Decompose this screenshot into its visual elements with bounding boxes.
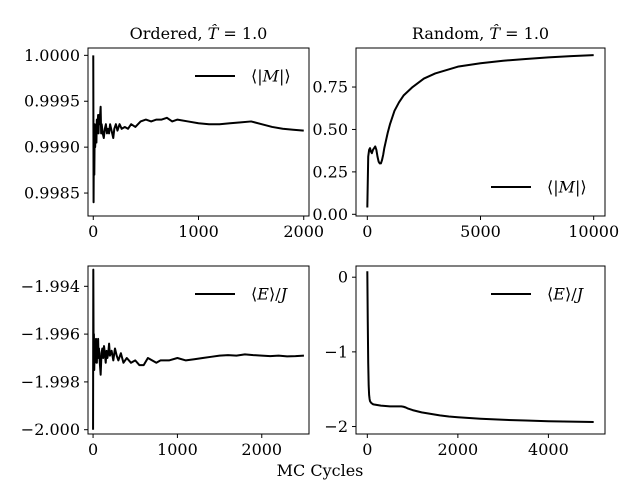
- y-tick-label: −2: [324, 417, 348, 436]
- y-tick-label: −1.996: [21, 325, 80, 344]
- y-tick-label: −1.998: [21, 372, 80, 391]
- series-line-0: [92, 55, 304, 204]
- y-tick-label: 0.75: [312, 78, 348, 97]
- x-tick-label: 1000: [178, 222, 219, 241]
- panel-ordered-energy: 0 1000 2000 −2.000 −1.998 −1.996 −1.994 ⟨E⟩/J: [21, 265, 310, 459]
- axes-frame: [355, 265, 606, 435]
- y-tick-label: 0.25: [312, 162, 348, 181]
- y-tick-label: 0.00: [312, 205, 348, 224]
- panels: 0 1000 2000 0.9985 0.9990 0.9995 1.0000 Ordered…: [21, 24, 619, 459]
- panel-random-energy: 0 2000 4000 −2 −1 0 ⟨E⟩/J: [324, 265, 606, 459]
- x-tick-label: 5000: [460, 222, 501, 241]
- x-tick-label: 0: [362, 222, 372, 241]
- x-tick-label: 2000: [438, 440, 479, 459]
- panel-ordered-magnetization: 0 1000 2000 0.9985 0.9990 0.9995 1.0000 Ordered…: [24, 24, 324, 241]
- series-line-0: [92, 268, 304, 430]
- x-tick-label: 0: [362, 440, 372, 459]
- x-tick-label: 0: [88, 222, 98, 241]
- legend-label: ⟨|M|⟩: [251, 67, 291, 86]
- x-tick-label: 2000: [241, 440, 282, 459]
- legend-label: ⟨E⟩/J: [547, 285, 585, 304]
- y-tick-label: 0.9990: [24, 138, 80, 157]
- x-tick-label: 10000: [568, 222, 619, 241]
- panel-random-magnetization: 0 5000 10000 0.00 0.25 0.50 0.75 Random, T̂ = 1…: [312, 24, 619, 241]
- y-tick-label: 0.9985: [24, 184, 80, 203]
- x-tick-label: 0: [88, 440, 98, 459]
- panel-title: Random, T̂ = 1.0: [412, 24, 549, 43]
- x-axis-label: MC Cycles: [277, 461, 364, 480]
- y-tick-label: 0.9995: [24, 92, 80, 111]
- y-tick-label: 0.50: [312, 120, 348, 139]
- y-tick-label: −1: [324, 342, 348, 361]
- x-tick-label: 1000: [157, 440, 198, 459]
- legend-label: ⟨E⟩/J: [251, 285, 289, 304]
- legend-label: ⟨|M|⟩: [547, 178, 587, 197]
- y-tick-label: 1.0000: [24, 46, 80, 65]
- panel-title: Ordered, T̂ = 1.0: [130, 24, 268, 43]
- series-line-0: [366, 271, 594, 424]
- y-tick-label: 0: [338, 268, 348, 287]
- x-tick-label: 4000: [528, 440, 569, 459]
- y-tick-label: −1.994: [21, 277, 80, 296]
- axes-frame: [87, 265, 310, 435]
- x-tick-label: 2000: [283, 222, 324, 241]
- series-line-0: [366, 54, 594, 208]
- y-tick-label: −2.000: [21, 420, 80, 439]
